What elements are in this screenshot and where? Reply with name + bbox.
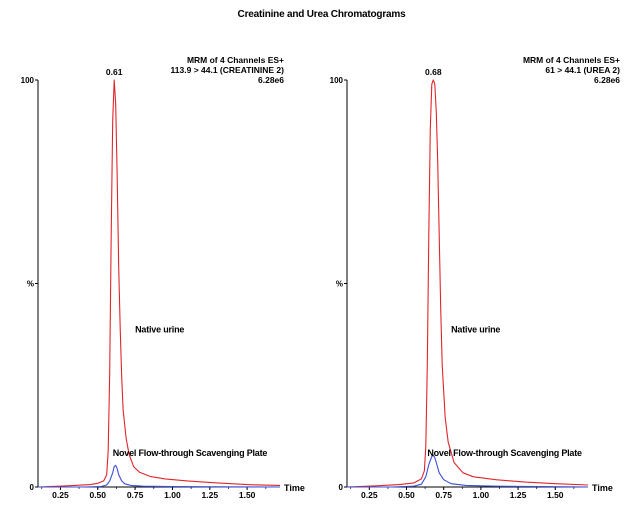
x-tick-label: 0.50 [398,490,415,500]
native-urine-annotation: Native urine [451,324,500,334]
x-tick-label: 0.50 [89,490,106,500]
x-axis-label: Time [592,483,613,493]
scavenging-plate-trace [347,454,589,488]
page-title: Creatinine and Urea Chromatograms [237,9,406,20]
y-tick-label: 0 [30,483,35,492]
channel-header-line: 6.28e6 [594,75,620,85]
channel-header-line: 6.28e6 [258,75,284,85]
peak-retention-time-label: 0.68 [425,67,442,77]
y-tick-label: 100 [21,76,35,85]
x-tick-label: 1.00 [164,490,181,500]
x-tick-label: 0.75 [127,490,144,500]
urea-chromatogram-panel: 0% 100 0.25 0.50 0.75 1.00 1.25 1.50 Time 0.68 MRM… [330,55,621,500]
native-urine-trace [346,79,589,488]
x-tick-label: 1.25 [202,490,219,500]
channel-header-line: MRM of 4 Channels ES+ [187,55,284,65]
y-tick-label: % [27,280,34,289]
y-tick-label: 100 [330,76,344,85]
x-axis-label: Time [284,483,305,493]
x-tick-label: 1.00 [473,490,490,500]
channel-header-line: MRM of 4 Channels ES+ [523,55,620,65]
native-urine-trace [37,79,281,488]
x-tick-label: 0.75 [435,490,452,500]
scavenging-plate-annotation: Novel Flow-through Scavenging Plate [427,448,582,458]
channel-header-line: 113.9 > 44.1 (CREATININE 2) [171,65,285,75]
creatinine-chromatogram-panel: 0% 100 0.25 0.50 0.75 1.00 1.25 1.50 Time 0.61 MRM… [21,55,305,500]
x-tick-label: 0.25 [52,490,69,500]
channel-header-line: 61 > 44.1 (UREA 2) [545,65,620,75]
x-tick-label: 1.50 [239,490,256,500]
x-tick-label: 0.25 [361,490,378,500]
native-urine-annotation: Native urine [135,324,184,334]
peak-retention-time-label: 0.61 [106,67,123,77]
y-tick-label: % [336,280,343,289]
scavenging-plate-trace [38,464,281,488]
y-tick-label: 0 [339,483,344,492]
scavenging-plate-annotation: Novel Flow-through Scavenging Plate [113,448,268,458]
x-tick-label: 1.25 [510,490,527,500]
x-tick-label: 1.50 [547,490,564,500]
